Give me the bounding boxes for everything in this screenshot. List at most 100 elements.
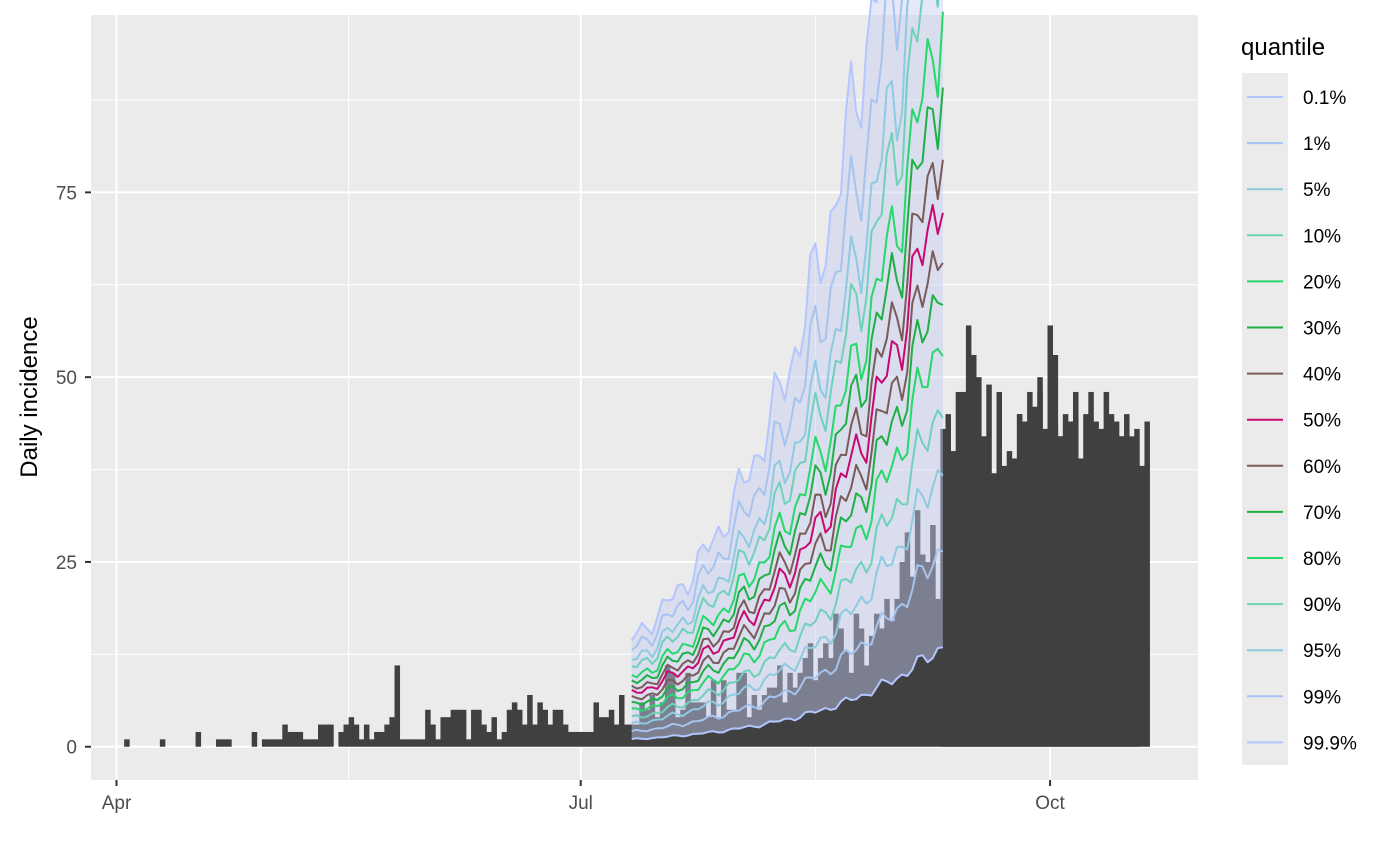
incidence-bar	[506, 709, 513, 747]
incidence-bar	[481, 724, 487, 747]
incidence-bar	[608, 709, 615, 747]
quantile-line-80pct	[631, 11, 944, 679]
incidence-bar	[261, 739, 268, 747]
incidence-bar	[282, 724, 288, 747]
legend-entry-label: 90%	[1303, 595, 1341, 616]
incidence-bar	[639, 702, 645, 747]
quantile-line-40pct	[631, 250, 944, 701]
incidence-bar	[425, 709, 431, 747]
incidence-bar	[1022, 443, 1028, 747]
incidence-bar	[833, 613, 839, 747]
incidence-bar	[465, 739, 472, 747]
legend-entry-label: 0.1%	[1303, 88, 1346, 109]
incidence-bar	[1011, 458, 1018, 747]
incidence-bar	[772, 687, 778, 747]
incidence-bar	[328, 724, 334, 747]
incidence-bar	[629, 724, 635, 747]
incidence-bar	[353, 724, 360, 747]
incidence-bar	[644, 709, 651, 747]
incidence-bar	[965, 325, 972, 747]
incidence-bar	[414, 739, 421, 747]
incidence-bar	[955, 391, 962, 747]
incidence-bar	[680, 709, 686, 747]
incidence-bar	[1037, 391, 1043, 747]
legend-entry-label: 1%	[1303, 134, 1331, 155]
incidence-bar	[476, 709, 482, 747]
incidence-bar	[777, 665, 783, 747]
incidence-bar	[562, 724, 569, 747]
incidence-bar	[159, 739, 166, 747]
incidence-bar	[879, 628, 885, 747]
incidence-bar	[445, 717, 452, 747]
incidence-bar	[751, 695, 758, 747]
legend-entry-label: 60%	[1303, 457, 1341, 478]
incidence-bar	[363, 724, 370, 747]
incidence-bar	[838, 628, 844, 747]
incidence-bar	[848, 672, 855, 747]
incidence-bar	[1103, 473, 1110, 747]
x-tick-label: Apr	[102, 793, 132, 814]
incidence-bar	[516, 709, 523, 747]
legend-entry-label: 80%	[1303, 549, 1341, 570]
incidence-bar	[797, 672, 804, 747]
incidence-bar	[1032, 406, 1038, 747]
incidence-bar	[567, 731, 574, 747]
quantile-line-70pct	[631, 87, 944, 685]
incidence-bar	[914, 510, 921, 747]
quantile-line-5pct	[631, 469, 944, 725]
quantile-line-95pct	[631, 0, 910, 661]
incidence-bar	[960, 391, 967, 747]
legend-entry-label: 99.9%	[1303, 733, 1357, 754]
incidence-bar	[471, 709, 477, 747]
quantile-line-99-9pct	[630, 0, 878, 641]
legend-entry-label: 40%	[1303, 365, 1341, 386]
incidence-bar	[1078, 465, 1084, 747]
incidence-bar	[1016, 414, 1023, 747]
incidence-bar	[675, 717, 681, 747]
incidence-bar	[726, 709, 732, 747]
incidence-bar	[868, 635, 875, 747]
incidence-bar	[909, 576, 916, 747]
incidence-bar	[272, 739, 278, 747]
quantile-lines	[630, 0, 944, 741]
incidence-bar	[1047, 421, 1054, 747]
incidence-bar	[318, 724, 324, 747]
incidence-bar	[578, 731, 584, 747]
quantile-line-50pct	[631, 203, 944, 694]
incidence-bar	[460, 709, 467, 747]
incidence-bar	[1129, 443, 1135, 747]
incidence-bar	[970, 355, 977, 747]
incidence-bar	[491, 717, 497, 747]
y-tick-label: 0	[66, 738, 77, 759]
incidence-bar	[215, 739, 222, 747]
incidence-bar	[1042, 502, 1048, 747]
incidence-bar	[394, 665, 401, 747]
incidence-bar	[450, 709, 457, 747]
incidence-bar	[1088, 458, 1094, 747]
incidence-bar	[884, 598, 890, 747]
incidence-bar	[1006, 480, 1013, 747]
incidence-bar	[746, 717, 753, 747]
incidence-bar	[685, 672, 691, 747]
legend-title: quantile	[1241, 34, 1325, 61]
y-tick-label: 25	[56, 553, 77, 574]
incidence-bar	[440, 717, 446, 747]
incidence-bar	[430, 724, 436, 747]
incidence-bar	[1108, 421, 1115, 747]
incidence-bar	[455, 709, 462, 747]
incidence-bar	[532, 724, 538, 747]
incidence-bar	[940, 428, 946, 747]
incidence-bar	[435, 739, 441, 747]
legend-entry-label: 99%	[1303, 687, 1341, 708]
incidence-bar	[945, 414, 951, 747]
incidence-bar	[369, 739, 375, 747]
incidence-bar	[624, 724, 630, 747]
incidence-bar	[1057, 436, 1064, 747]
incidence-bar	[1139, 465, 1145, 747]
incidence-bar	[603, 717, 610, 747]
incidence-bar	[501, 731, 508, 747]
incidence-bar	[935, 598, 941, 747]
incidence-bar	[858, 628, 865, 747]
incidence-bar	[874, 613, 880, 747]
